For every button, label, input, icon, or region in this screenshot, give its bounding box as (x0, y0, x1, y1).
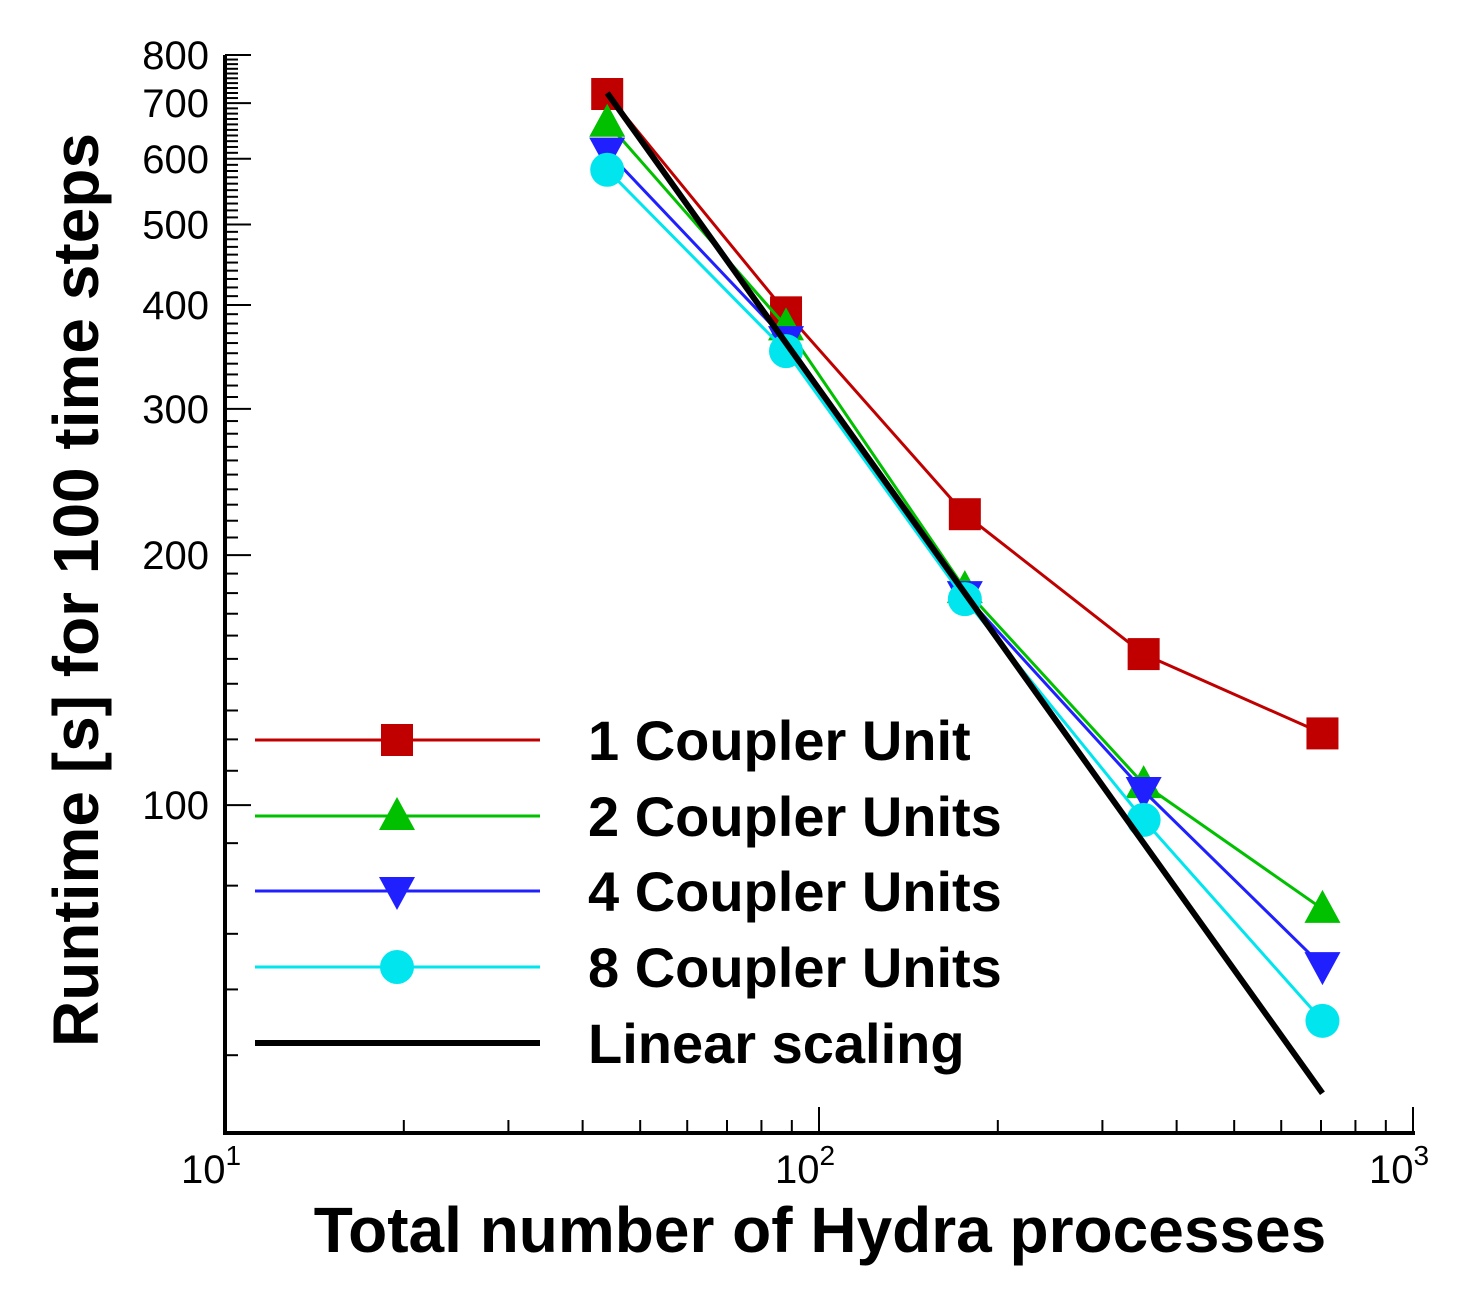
y-tick-label: 100 (142, 784, 209, 828)
legend-label: 1 Coupler Unit (588, 709, 971, 772)
square-marker (1306, 717, 1339, 750)
y-tick-label: 800 (142, 34, 209, 78)
legend-label: 2 Coupler Units (588, 785, 1002, 848)
y-axis-title: Runtime [s] for 100 time steps (40, 133, 112, 1047)
triangle-down-marker (1125, 776, 1162, 810)
legend-label: 8 Coupler Units (588, 936, 1002, 999)
x-tick-label-base: 10 (775, 1148, 820, 1192)
legend-item: 8 Coupler Units (255, 936, 1002, 999)
y-minor-ticks (225, 58, 238, 1057)
x-tick-label: 101 (181, 1140, 241, 1192)
x-tick-label-base: 10 (1369, 1148, 1414, 1192)
legend-item: 1 Coupler Unit (255, 709, 971, 772)
legend-label: 4 Coupler Units (588, 860, 1002, 923)
triangle-up-marker (589, 103, 626, 137)
series-line (606, 93, 1324, 735)
x-tick-label-exponent: 3 (1413, 1140, 1429, 1171)
y-tick-label: 700 (142, 82, 209, 126)
y-tick-label: 300 (142, 388, 209, 432)
series-5 (604, 91, 1325, 1095)
series-layer (589, 78, 1341, 1095)
y-tick-label: 500 (142, 204, 209, 248)
circle-marker (1126, 802, 1161, 837)
triangle-down-marker (1304, 952, 1341, 986)
legend-item: 4 Coupler Units (255, 860, 1002, 923)
square-marker (948, 498, 981, 531)
x-axis-ticks: 101 102 103 (181, 1107, 1429, 1192)
triangle-down-marker (379, 877, 415, 910)
x-axis-title: Total number of Hydra processes (314, 1194, 1326, 1266)
x-tick-label: 103 (1369, 1140, 1429, 1192)
y-tick-label: 600 (142, 138, 209, 182)
y-tick-label: 200 (142, 534, 209, 578)
x-tick-label-exponent: 2 (819, 1140, 835, 1171)
legend: 1 Coupler Unit 2 Coupler Units 4 Coupler U… (255, 709, 1002, 1075)
x-tick-label: 102 (775, 1140, 835, 1192)
circle-marker (380, 950, 414, 984)
triangle-up-marker (1304, 889, 1341, 923)
x-tick-label-exponent: 1 (225, 1140, 241, 1171)
x-tick-label-base: 10 (181, 1148, 226, 1192)
legend-item: 2 Coupler Units (255, 785, 1002, 848)
square-marker (381, 724, 413, 756)
circle-marker (590, 152, 625, 187)
legend-label: Linear scaling (588, 1012, 965, 1075)
series-1 (591, 78, 1339, 750)
series-line (604, 91, 1325, 1095)
triangle-up-marker (379, 797, 415, 830)
square-marker (1127, 638, 1160, 671)
y-tick-label: 400 (142, 284, 209, 328)
circle-marker (1305, 1003, 1340, 1038)
legend-item: Linear scaling (255, 1012, 965, 1075)
